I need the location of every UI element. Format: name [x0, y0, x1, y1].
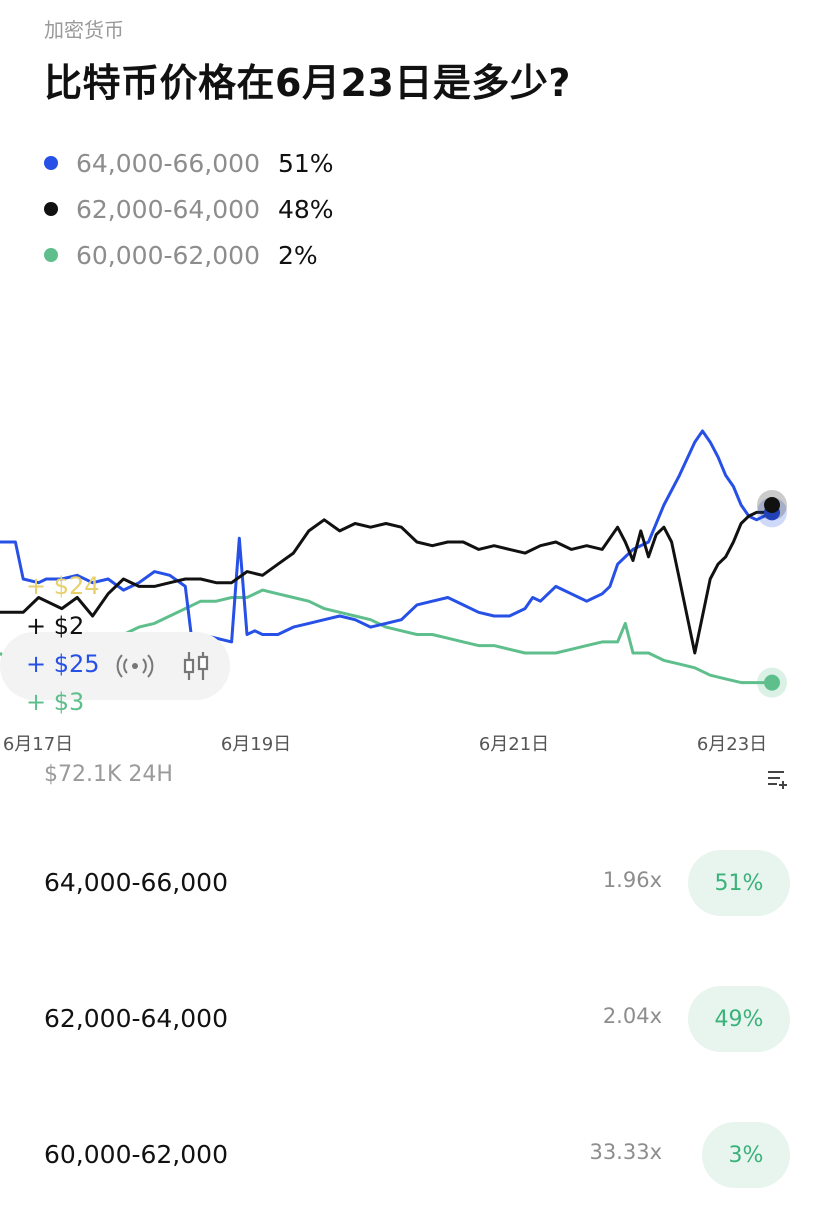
outcome-pct-button[interactable]: 3%	[702, 1122, 790, 1188]
outcome-multiplier: 33.33x	[589, 1140, 662, 1164]
live-broadcast-icon[interactable]	[116, 654, 154, 678]
legend-item-64000: 64,000-66,000 51%	[44, 140, 334, 186]
outcome-row-64000[interactable]: 64,000-66,000 1.96x 51%	[0, 844, 828, 924]
outcome-label: 64,000-66,000	[44, 868, 228, 897]
overlay-amount-green: + $3	[26, 688, 84, 716]
series-endpoint-dot	[764, 497, 780, 513]
outcome-label: 62,000-64,000	[44, 1004, 228, 1033]
overlay-amount-blue[interactable]: + $25	[26, 650, 100, 678]
legend-pct: 2%	[277, 240, 318, 270]
legend-pct: 48%	[277, 194, 334, 224]
series-line-64,000-66,000	[0, 429, 773, 651]
price-chart[interactable]: + $24 + $2 + $25 + $3 6月17日 6月19日 6月21日 6月2…	[0, 280, 828, 760]
legend: 64,000-66,000 51% 62,000-64,000 48% 60,0…	[44, 140, 334, 278]
legend-pct: 51%	[277, 148, 334, 178]
legend-range: 62,000-64,000	[76, 194, 260, 224]
legend-dot-black	[44, 202, 58, 216]
outcome-pct-button[interactable]: 51%	[688, 850, 790, 916]
overlay-amount-black: + $2	[26, 612, 84, 640]
volume-24h: $72.1K 24H	[44, 762, 173, 787]
outcome-pct-button[interactable]: 49%	[688, 986, 790, 1052]
legend-dot-blue	[44, 156, 58, 170]
filter-list-icon[interactable]	[764, 766, 790, 792]
x-tick-label: 6月23日	[697, 734, 767, 755]
x-tick-label: 6月21日	[479, 734, 549, 755]
series-endpoint-dot	[764, 674, 780, 691]
legend-range: 60,000-62,000	[76, 240, 260, 270]
outcome-row-60000[interactable]: 60,000-62,000 33.33x 3%	[0, 1116, 828, 1196]
category-label: 加密货币	[44, 18, 124, 42]
series-line-62,000-64,000	[0, 503, 774, 655]
series-line-60,000-62,000	[0, 588, 772, 685]
x-tick-label: 6月19日	[221, 734, 291, 755]
outcome-row-62000[interactable]: 62,000-64,000 2.04x 49%	[0, 980, 828, 1060]
outcome-label: 60,000-62,000	[44, 1140, 228, 1169]
legend-item-60000: 60,000-62,000 2%	[44, 232, 334, 278]
legend-range: 64,000-66,000	[76, 148, 260, 178]
overlay-amount-gold: + $24	[26, 572, 100, 600]
outcome-multiplier: 1.96x	[602, 868, 662, 892]
outcome-multiplier: 2.04x	[602, 1004, 662, 1028]
legend-dot-green	[44, 248, 58, 262]
chart-controls-panel	[0, 632, 230, 700]
x-tick-label: 6月17日	[3, 734, 73, 755]
page-title: 比特币价格在6月23日是多少?	[44, 61, 571, 105]
candlestick-icon[interactable]	[183, 652, 209, 680]
legend-item-62000: 62,000-64,000 48%	[44, 186, 334, 232]
